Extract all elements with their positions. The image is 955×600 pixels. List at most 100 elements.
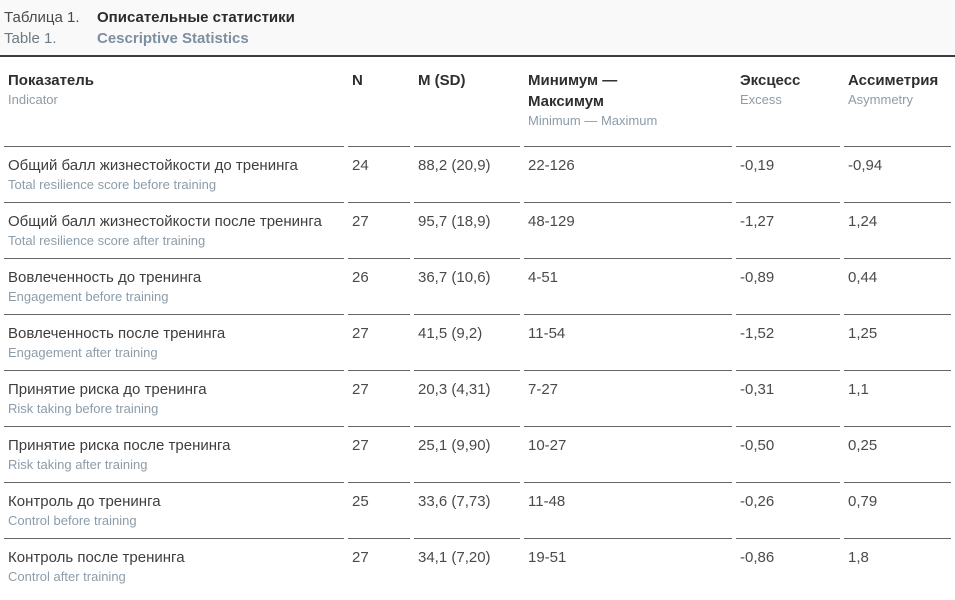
indicator-name-ru: Контроль после тренинга	[8, 549, 185, 566]
indicator-name-ru: Вовлеченность после тренинга	[8, 325, 226, 342]
m-sd-cell: 34,1 (7,20)	[418, 549, 491, 566]
asymmetry-cell: 1,24	[844, 203, 951, 259]
asymmetry-cell: 1,8	[848, 549, 869, 566]
indicator-cell: Принятие риска до тренинга Risk taking b…	[4, 371, 344, 427]
indicator-cell: Общий балл жизнестойкости после тренинга…	[4, 203, 344, 259]
column-header-min-max-ru: Минимум — Максимум	[528, 72, 618, 110]
indicator-cell: Вовлеченность до тренинга Engagement bef…	[4, 259, 344, 315]
caption-label-en: Table 1.	[4, 30, 57, 47]
asymmetry-cell: 0,44	[844, 259, 951, 315]
m-sd-cell: 95,7 (18,9)	[414, 203, 520, 259]
min-max-cell: 11-48	[524, 483, 732, 539]
excess-cell: -1,52	[736, 315, 840, 371]
indicator-name-ru: Принятие риска после тренинга	[8, 437, 231, 454]
indicator-name-en: Risk taking after training	[8, 457, 148, 472]
table-row: Вовлеченность после тренинга Engagement …	[4, 315, 951, 371]
excess-cell: -1,27	[736, 203, 840, 259]
caption-label-ru: Таблица 1.	[4, 9, 80, 26]
indicator-name-ru: Принятие риска до тренинга	[8, 381, 207, 398]
asymmetry-cell: -0,94	[844, 147, 951, 203]
indicator-cell: Общий балл жизнестойкости до тренинга To…	[4, 147, 344, 203]
table-body: Общий балл жизнестойкости до тренинга To…	[4, 147, 951, 594]
excess-cell: -0,89	[736, 259, 840, 315]
column-header-indicator: Показатель Indicator	[4, 57, 344, 147]
n-cell: 27	[352, 549, 369, 566]
column-header-excess-ru: Эксцесс	[740, 72, 801, 89]
indicator-cell: Вовлеченность после тренинга Engagement …	[4, 315, 344, 371]
column-header-excess-en: Excess	[740, 92, 782, 107]
table-header: Показатель Indicator N M (SD) Минимум — …	[4, 57, 951, 147]
n-cell: 24	[348, 147, 410, 203]
m-sd-cell: 41,5 (9,2)	[414, 315, 520, 371]
column-header-min-max-en: Minimum — Maximum	[528, 113, 658, 128]
m-sd-cell: 36,7 (10,6)	[414, 259, 520, 315]
table-row: Контроль до тренинга Control before trai…	[4, 483, 951, 539]
m-sd-cell: 25,1 (9,90)	[414, 427, 520, 483]
asymmetry-cell: 1,1	[844, 371, 951, 427]
indicator-name-en: Total resilience score after training	[8, 233, 206, 248]
excess-cell: -0,19	[736, 147, 840, 203]
column-header-asymmetry-ru: Ассиметрия	[848, 72, 939, 89]
column-header-m-sd: M (SD)	[414, 57, 520, 147]
indicator-name-en: Control after training	[8, 569, 126, 584]
asymmetry-cell: 0,25	[844, 427, 951, 483]
caption-title-en: Cescriptive Statistics	[97, 30, 249, 47]
n-cell: 27	[348, 315, 410, 371]
table-row: Общий балл жизнестойкости после тренинга…	[4, 203, 951, 259]
table-row: Контроль после тренинга Control after tr…	[4, 539, 951, 594]
column-header-indicator-en: Indicator	[8, 92, 58, 107]
indicator-name-en: Engagement after training	[8, 345, 158, 360]
indicator-name-ru: Вовлеченность до тренинга	[8, 269, 202, 286]
table-row: Принятие риска до тренинга Risk taking b…	[4, 371, 951, 427]
column-header-asymmetry: Ассиметрия Asymmetry	[844, 57, 951, 147]
indicator-cell: Принятие риска после тренинга Risk takin…	[4, 427, 344, 483]
column-header-asymmetry-en: Asymmetry	[848, 92, 913, 107]
m-sd-cell: 88,2 (20,9)	[414, 147, 520, 203]
column-header-excess: Эксцесс Excess	[736, 57, 840, 147]
min-max-cell: 48-129	[524, 203, 732, 259]
indicator-name-ru: Общий балл жизнестойкости до тренинга	[8, 157, 298, 174]
indicator-name-ru: Общий балл жизнестойкости после тренинга	[8, 213, 322, 230]
n-cell: 27	[348, 427, 410, 483]
min-max-cell: 19-51	[528, 549, 567, 566]
min-max-cell: 7-27	[524, 371, 732, 427]
table-row: Вовлеченность до тренинга Engagement bef…	[4, 259, 951, 315]
asymmetry-cell: 1,25	[844, 315, 951, 371]
excess-cell: -0,31	[736, 371, 840, 427]
indicator-name-ru: Контроль до тренинга	[8, 493, 161, 510]
caption-row-english: Table 1. Cescriptive Statistics	[4, 28, 955, 49]
excess-cell: -0,86	[740, 549, 775, 566]
n-cell: 27	[348, 203, 410, 259]
indicator-name-en: Control before training	[8, 513, 137, 528]
indicator-cell: Контроль после тренинга Control after tr…	[4, 539, 344, 594]
indicator-name-en: Risk taking before training	[8, 401, 159, 416]
asymmetry-cell: 0,79	[844, 483, 951, 539]
n-cell: 27	[348, 371, 410, 427]
table-caption: Таблица 1. Описательные статистики Table…	[0, 0, 955, 57]
indicator-name-en: Total resilience score before training	[8, 177, 217, 192]
indicator-name-en: Engagement before training	[8, 289, 169, 304]
excess-cell: -0,26	[736, 483, 840, 539]
column-header-m-sd-label: M (SD)	[418, 72, 466, 89]
n-cell: 26	[348, 259, 410, 315]
descriptive-statistics-table: Показатель Indicator N M (SD) Минимум — …	[0, 57, 955, 594]
column-header-min-max: Минимум — Максимум Minimum — Maximum	[524, 57, 732, 147]
table-row: Принятие риска после тренинга Risk takin…	[4, 427, 951, 483]
min-max-cell: 4-51	[524, 259, 732, 315]
indicator-cell: Контроль до тренинга Control before trai…	[4, 483, 344, 539]
column-header-n-label: N	[352, 72, 363, 89]
n-cell: 25	[348, 483, 410, 539]
caption-title-ru: Описательные статистики	[97, 9, 295, 26]
min-max-cell: 11-54	[524, 315, 732, 371]
column-header-indicator-ru: Показатель	[8, 72, 95, 89]
m-sd-cell: 20,3 (4,31)	[414, 371, 520, 427]
min-max-cell: 22-126	[524, 147, 732, 203]
header-row: Показатель Indicator N M (SD) Минимум — …	[4, 57, 951, 147]
m-sd-cell: 33,6 (7,73)	[414, 483, 520, 539]
excess-cell: -0,50	[736, 427, 840, 483]
caption-row-russian: Таблица 1. Описательные статистики	[4, 7, 955, 28]
table-row: Общий балл жизнестойкости до тренинга To…	[4, 147, 951, 203]
column-header-n: N	[348, 57, 410, 147]
min-max-cell: 10-27	[524, 427, 732, 483]
